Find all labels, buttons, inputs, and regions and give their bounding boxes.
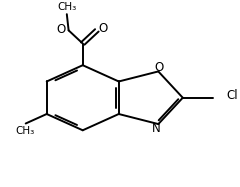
- Text: O: O: [98, 22, 107, 35]
- Text: CH₃: CH₃: [15, 126, 34, 136]
- Text: CH₃: CH₃: [57, 2, 76, 12]
- Text: N: N: [152, 122, 161, 134]
- Text: O: O: [155, 61, 164, 74]
- Text: Cl: Cl: [227, 89, 238, 102]
- Text: O: O: [57, 23, 66, 36]
